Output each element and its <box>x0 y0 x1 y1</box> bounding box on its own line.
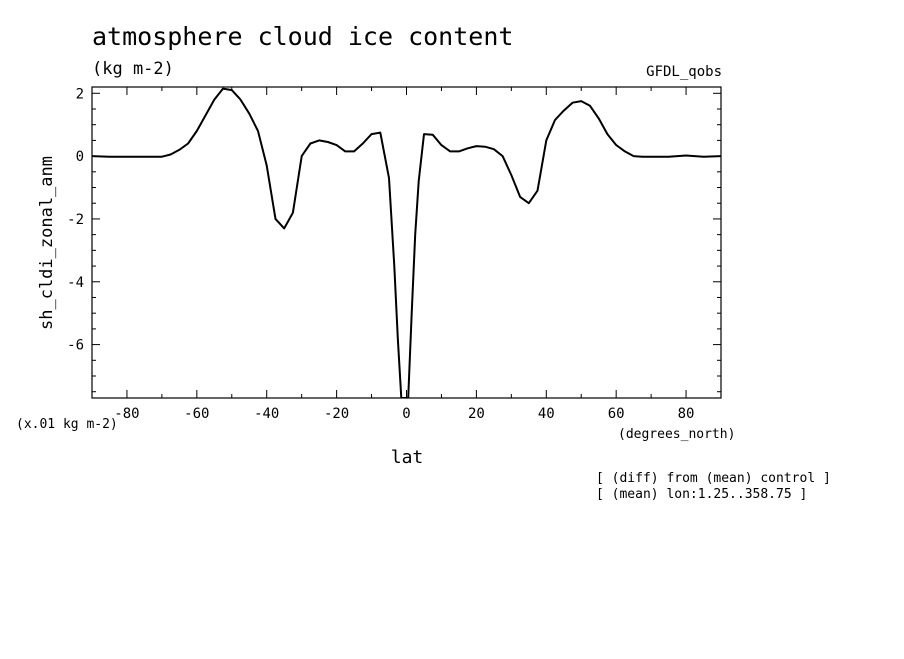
x-tick-label: -80 <box>114 406 139 422</box>
chart-subtitle: (kg m-2) <box>92 59 174 79</box>
model-label: GFDL_qobs <box>646 64 722 80</box>
y-tick-label: -6 <box>67 338 84 354</box>
x-tick-label: 80 <box>678 406 695 422</box>
plot-frame <box>91 86 722 399</box>
plot-area: 20-2-4-6-80 -60 -40 -20 0 20 40 60 80 <box>67 86 722 422</box>
x-tick-label: 20 <box>468 406 485 422</box>
x-tick-label: 40 <box>538 406 555 422</box>
x-tick-label: 60 <box>608 406 625 422</box>
y-tick-label: 0 <box>76 149 84 165</box>
y-tick-label: -2 <box>67 212 84 228</box>
y-tick-label: 2 <box>76 86 84 102</box>
x-tick-label: -40 <box>254 406 279 422</box>
note-mean-lon: [ (mean) lon:1.25..358.75 ] <box>596 487 807 502</box>
x-units-label: (degrees_north) <box>618 427 735 442</box>
y-axis-label: sh_cldi_zonal_anm <box>37 156 57 330</box>
series-line <box>92 87 721 398</box>
x-axis-label: lat <box>391 447 424 468</box>
note-diff: [ (diff) from (mean) control ] <box>596 471 831 486</box>
y-tick-label: -4 <box>67 275 84 291</box>
x-tick-label: 0 <box>402 406 410 422</box>
x-tick-label: -60 <box>184 406 209 422</box>
chart-title: atmosphere cloud ice content <box>92 22 513 51</box>
x-tick-label: -20 <box>324 406 349 422</box>
scale-note: (x.01 kg m-2) <box>16 417 118 432</box>
